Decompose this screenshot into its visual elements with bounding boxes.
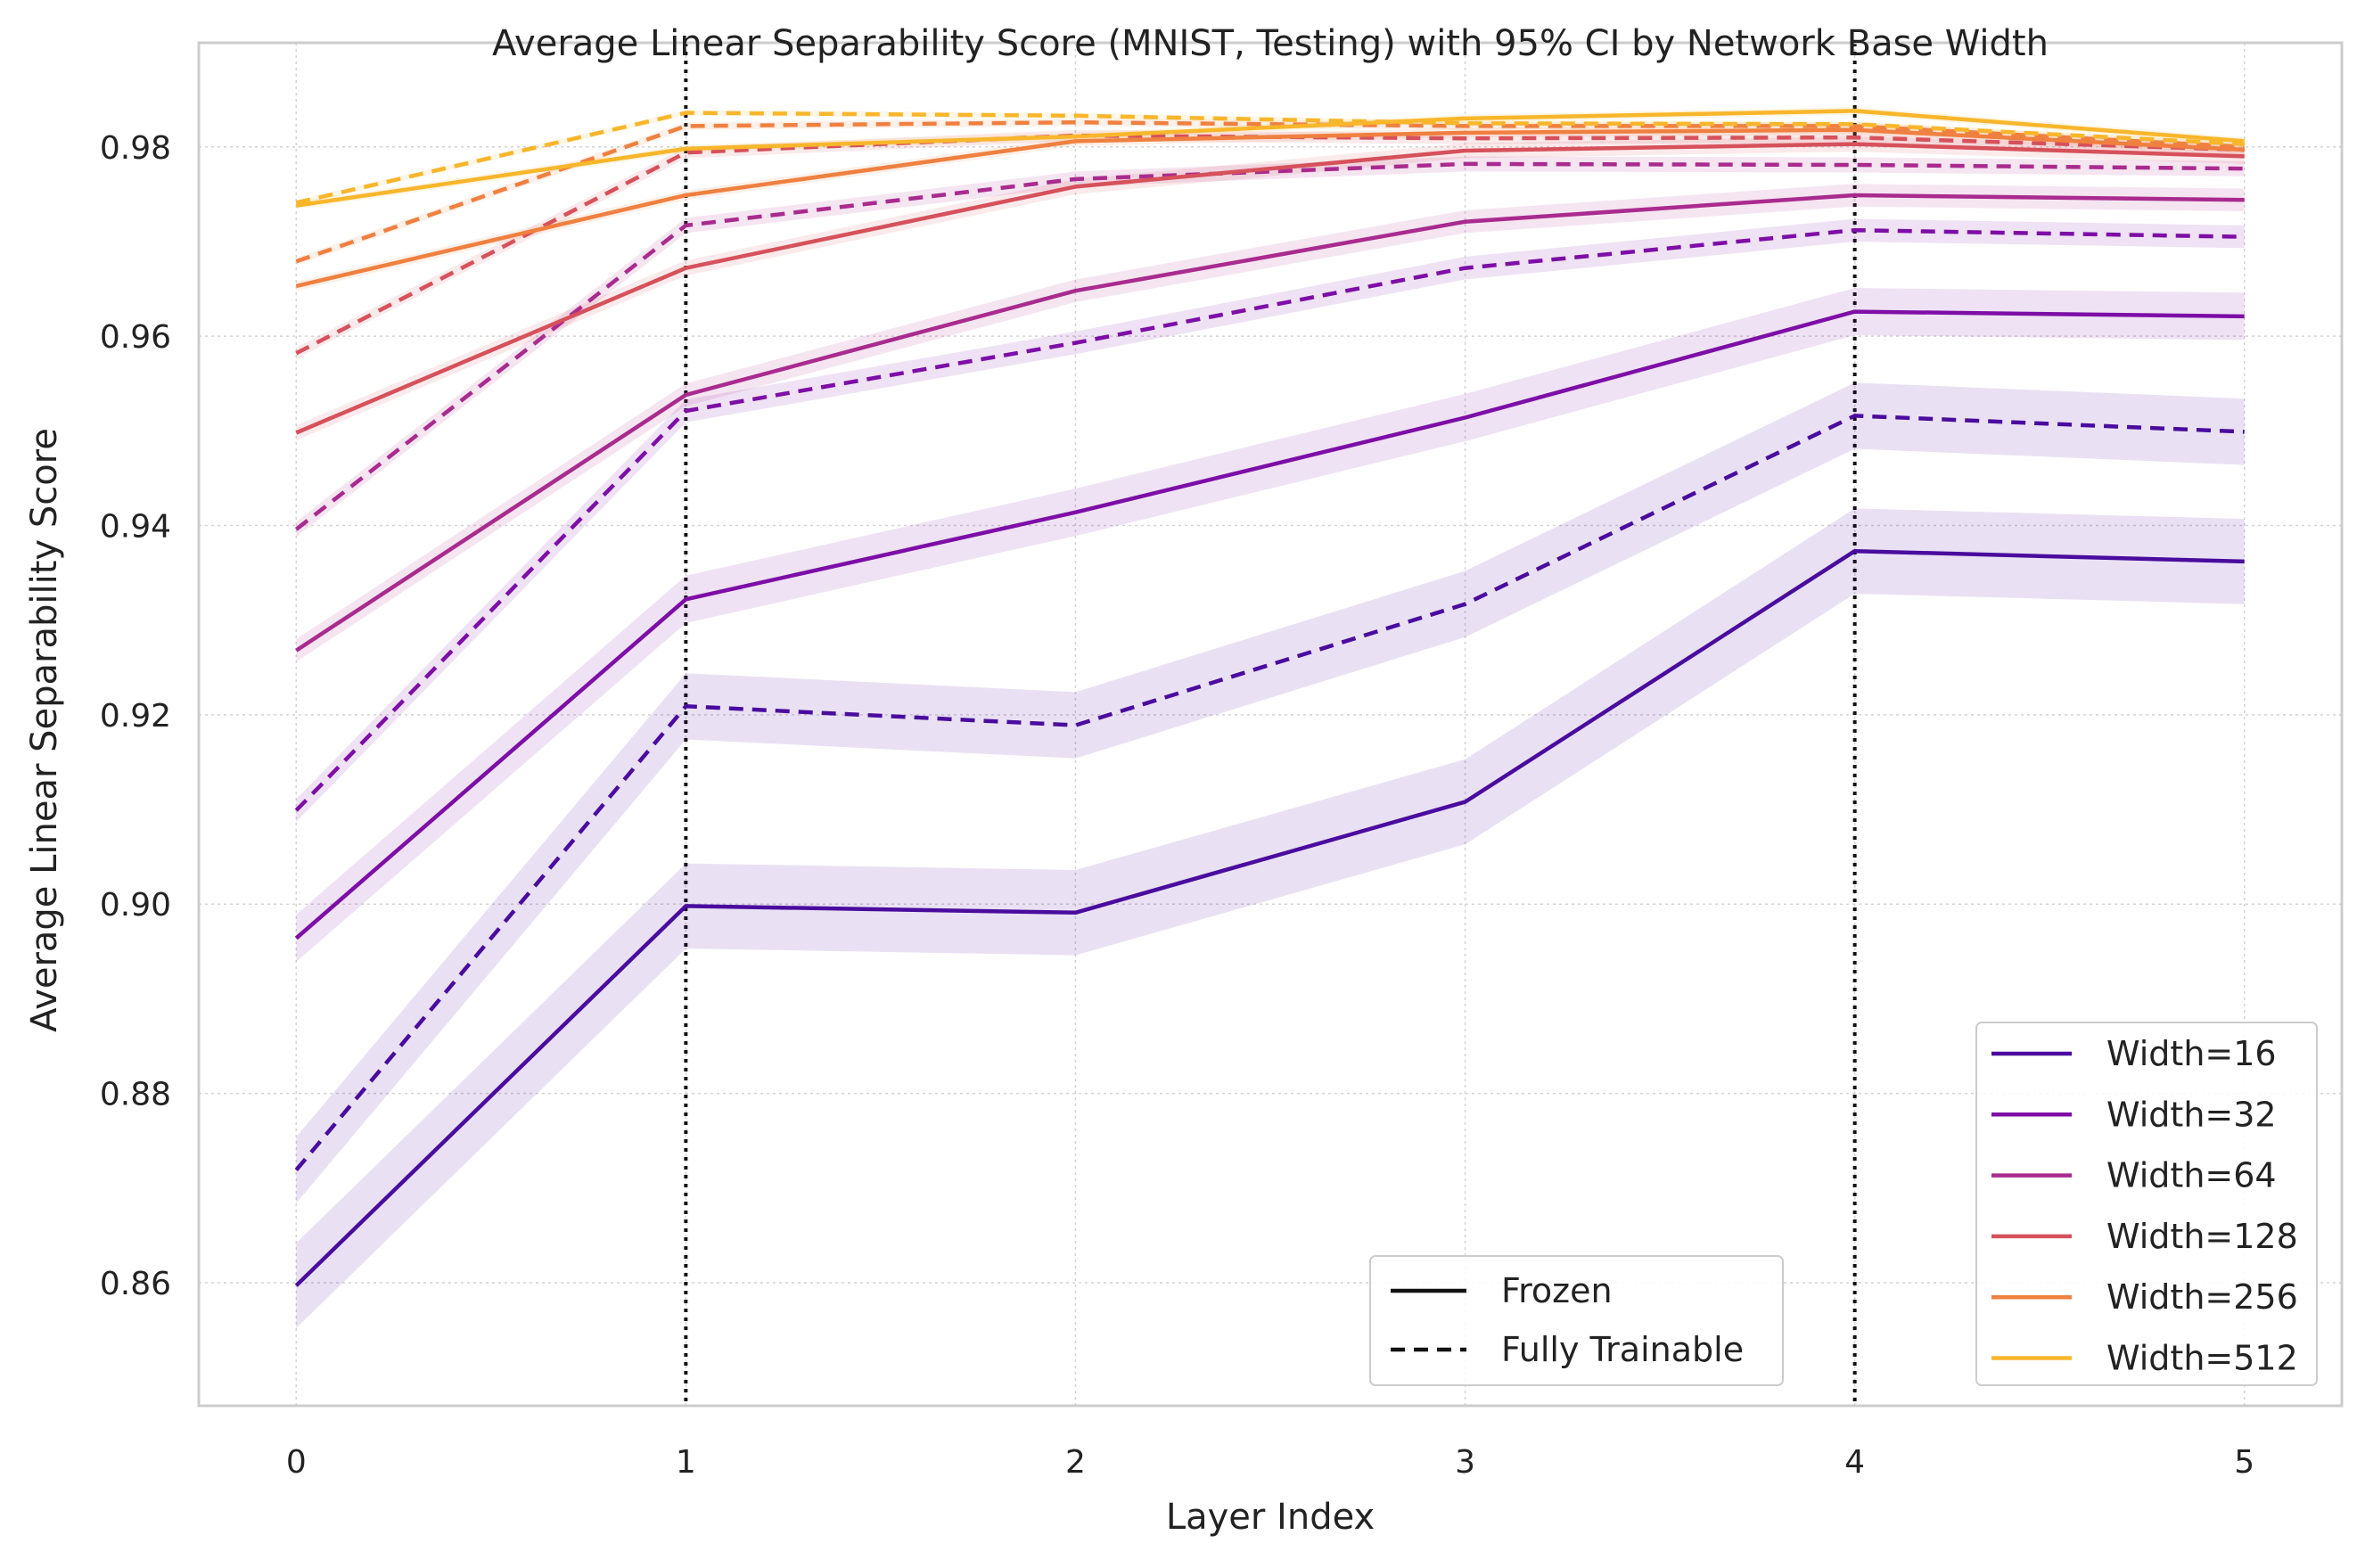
y-tick-label: 0.92 — [100, 698, 171, 735]
x-tick-label: 3 — [1455, 1444, 1475, 1481]
width-legend-label: Width=16 — [2106, 1034, 2277, 1073]
style-legend-box — [1369, 1255, 1784, 1386]
series-lines — [294, 109, 2245, 1287]
y-tick-label: 0.98 — [100, 130, 171, 167]
x-tick-label: 4 — [1844, 1444, 1865, 1481]
style-legend: Frozen Fully Trainable — [1369, 1255, 1784, 1386]
x-tick-label: 5 — [2234, 1444, 2254, 1481]
y-tick-label: 0.90 — [100, 887, 171, 924]
y-tick-label: 0.96 — [100, 319, 171, 356]
y-tick-label: 0.86 — [100, 1266, 171, 1302]
series-line-trainable-4 — [295, 119, 2245, 264]
x-axis-label: Layer Index — [1166, 1497, 1375, 1538]
width-legend: Width=16 Width=32 Width=64 Width=128 Width=2… — [1975, 1022, 2318, 1386]
width-legend-label: Width=32 — [2106, 1095, 2277, 1134]
series-line-trainable-0 — [294, 414, 2245, 1172]
series-line-trainable-1 — [294, 227, 2245, 812]
y-axis-label: Average Linear Separability Score — [24, 428, 65, 1032]
ci-band-frozen-0 — [296, 508, 2245, 1328]
series-line-frozen-2 — [295, 193, 2245, 653]
series-line-trainable-5 — [295, 111, 2245, 205]
series-line-frozen-1 — [294, 309, 2245, 940]
plot-frame — [197, 41, 2344, 1408]
series-line-frozen-4 — [295, 127, 2245, 289]
width-legend-label: Width=512 — [2106, 1339, 2298, 1378]
chart-title: Average Linear Separability Score (MNIST… — [492, 23, 2049, 64]
x-tick-label: 1 — [676, 1444, 696, 1481]
style-legend-label: Frozen — [1501, 1271, 1613, 1310]
width-legend-label: Width=256 — [2106, 1277, 2298, 1317]
style-legend-label: Fully Trainable — [1501, 1330, 1744, 1369]
series-line-frozen-3 — [295, 142, 2245, 435]
width-legend-label: Width=128 — [2106, 1217, 2298, 1256]
x-tick-label: 2 — [1065, 1444, 1086, 1481]
width-legend-box — [1975, 1022, 2318, 1386]
y-tick-label: 0.88 — [100, 1077, 171, 1113]
series-line-frozen-0 — [294, 548, 2245, 1287]
width-legend-label: Width=64 — [2106, 1156, 2277, 1195]
y-tick-label: 0.94 — [100, 509, 171, 546]
tick-labels: 0 1 2 3 4 5 0.86 0.88 0.90 0.92 0.94 0.96 0.98 — [100, 130, 2254, 1481]
x-tick-label: 0 — [286, 1444, 307, 1481]
series-line-frozen-5 — [295, 109, 2245, 208]
